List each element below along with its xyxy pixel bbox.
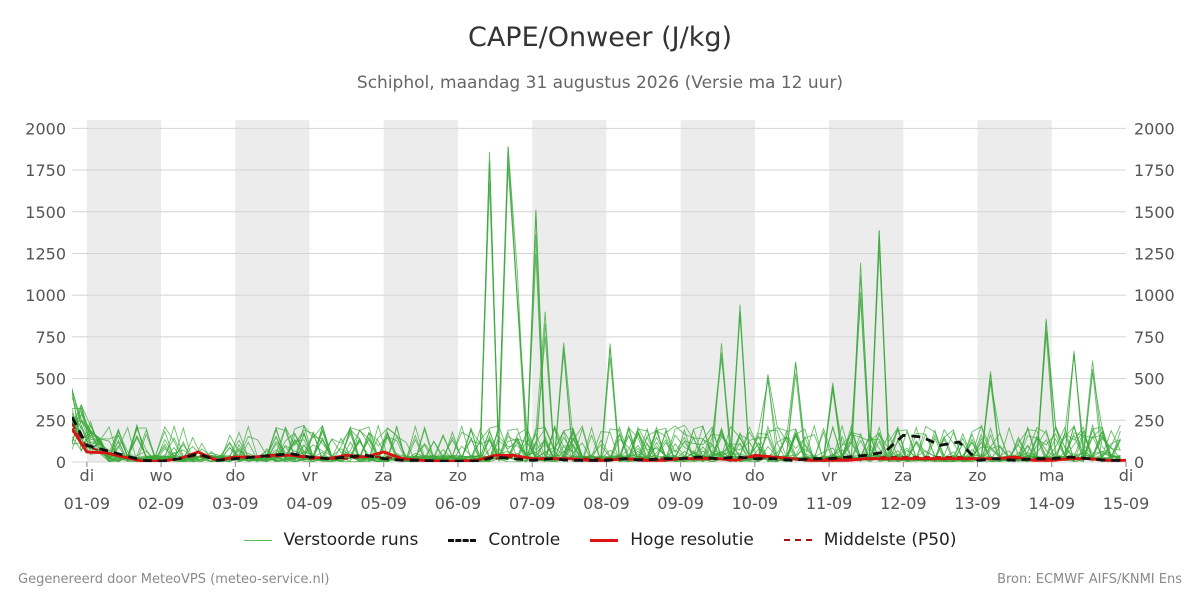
footer-source: Bron: ECMWF AIFS/KNMI Ens xyxy=(997,572,1182,587)
y-tick-label-right: 2000 xyxy=(1134,119,1175,138)
x-tick-date: 08-09 xyxy=(583,494,630,513)
y-tick-label-right: 1250 xyxy=(1134,244,1175,263)
night-band xyxy=(383,120,458,462)
legend-item-controle: Controle xyxy=(448,530,560,550)
x-tick-weekday: ma xyxy=(1039,466,1064,485)
legend-swatch-red xyxy=(590,538,619,542)
y-tick-label-right: 250 xyxy=(1134,411,1165,430)
legend-label: Hoge resolutie xyxy=(630,530,754,550)
x-tick-date: 04-09 xyxy=(286,494,333,513)
x-tick-weekday: do xyxy=(225,466,245,485)
x-tick-weekday: do xyxy=(745,466,765,485)
night-band xyxy=(532,120,607,462)
x-tick-weekday: za xyxy=(894,466,912,485)
x-tick-weekday: di xyxy=(1119,466,1134,485)
y-tick-label-right: 1000 xyxy=(1134,286,1175,305)
x-tick-weekday: zo xyxy=(968,466,986,485)
y-tick-label-right: 750 xyxy=(1134,328,1165,347)
x-tick-date: 14-09 xyxy=(1029,494,1076,513)
x-tick-weekday: vr xyxy=(821,466,837,485)
legend-item-verstoorde-runs: Verstoorde runs xyxy=(243,530,419,550)
x-tick-weekday: di xyxy=(80,466,95,485)
x-tick-date: 03-09 xyxy=(212,494,259,513)
x-tick-date: 10-09 xyxy=(732,494,779,513)
night-band xyxy=(235,120,310,462)
x-tick-date: 11-09 xyxy=(806,494,853,513)
series-line-controle xyxy=(72,416,1126,462)
x-tick-date: 15-09 xyxy=(1103,494,1150,513)
y-tick-label-left: 1250 xyxy=(25,244,66,263)
y-tick-label-right: 500 xyxy=(1134,370,1165,389)
y-tick-label-right: 1500 xyxy=(1134,203,1175,222)
x-tick-weekday: di xyxy=(599,466,614,485)
footer-generator: Gegenereerd door MeteoVPS (meteo-service… xyxy=(18,572,330,587)
x-tick-weekday: zo xyxy=(449,466,467,485)
x-tick-date: 13-09 xyxy=(954,494,1001,513)
legend-swatch-thin-green xyxy=(243,539,272,541)
y-tick-label-left: 250 xyxy=(35,411,66,430)
x-tick-date: 09-09 xyxy=(657,494,704,513)
x-tick-weekday: ma xyxy=(520,466,545,485)
x-tick-date: 12-09 xyxy=(880,494,927,513)
y-tick-label-left: 1000 xyxy=(25,286,66,305)
y-tick-label-left: 500 xyxy=(35,370,66,389)
chart-legend: Verstoorde runs Controle Hoge resolutie … xyxy=(0,530,1200,550)
legend-item-p50: Middelste (P50) xyxy=(783,530,957,550)
x-tick-date: 01-09 xyxy=(64,494,111,513)
night-band xyxy=(977,120,1052,462)
legend-item-hoge-resolutie: Hoge resolutie xyxy=(590,530,754,550)
legend-swatch-dashed-black xyxy=(448,538,477,542)
y-tick-label-left: 1750 xyxy=(25,161,66,180)
y-tick-label-left: 750 xyxy=(35,328,66,347)
x-tick-weekday: wo xyxy=(669,466,692,485)
x-tick-date: 05-09 xyxy=(360,494,407,513)
y-tick-label-left: 2000 xyxy=(25,119,66,138)
y-tick-label-right: 0 xyxy=(1134,453,1144,472)
chart-title: CAPE/Onweer (J/kg) xyxy=(467,22,732,53)
x-tick-date: 02-09 xyxy=(138,494,185,513)
legend-label: Controle xyxy=(488,530,561,550)
night-band xyxy=(829,120,904,462)
x-tick-weekday: za xyxy=(375,466,393,485)
y-tick-label-right: 1750 xyxy=(1134,161,1175,180)
legend-label: Middelste (P50) xyxy=(823,530,957,550)
y-tick-label-left: 0 xyxy=(56,453,66,472)
night-band xyxy=(680,120,755,462)
night-band xyxy=(86,120,162,462)
legend-swatch-dashed-darkred xyxy=(783,539,812,541)
chart-subtitle: Schiphol, maandag 31 augustus 2026 (Vers… xyxy=(356,73,844,93)
x-tick-weekday: wo xyxy=(150,466,173,485)
ensemble-member-line xyxy=(72,182,1121,462)
legend-label: Verstoorde runs xyxy=(283,530,419,550)
y-tick-label-left: 1500 xyxy=(25,203,66,222)
x-tick-date: 07-09 xyxy=(509,494,556,513)
ensemble-member-line xyxy=(72,166,1121,462)
x-tick-date: 06-09 xyxy=(435,494,482,513)
x-tick-weekday: vr xyxy=(301,466,317,485)
